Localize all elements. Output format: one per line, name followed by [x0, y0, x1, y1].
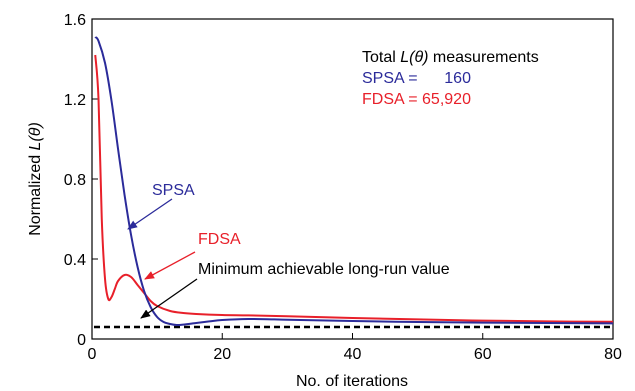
- x-axis-title: No. of iterations: [296, 373, 408, 390]
- x-tick-label: 0: [88, 346, 97, 363]
- reference-line-label: Minimum achievable long-run value: [198, 261, 450, 278]
- plot-area: [91, 18, 614, 340]
- measurements-header: Total L(θ) measurements: [362, 49, 539, 66]
- spsa-arrow: [127, 198, 173, 230]
- fdsa-measurement-count: FDSA = 65,920: [362, 91, 471, 108]
- series-line-spsa: [94, 36, 613, 327]
- x-axis: 0 20 40 60 80: [88, 333, 622, 363]
- spsa-measurement-count: SPSA = 160: [362, 70, 471, 87]
- x-tick-label: 20: [213, 346, 231, 363]
- y-tick-label: 0.8: [64, 172, 86, 189]
- y-tick-label: 0: [77, 332, 86, 349]
- fdsa-curve-label: FDSA: [198, 231, 241, 248]
- y-tick-label: 0.4: [64, 252, 86, 269]
- x-tick-label: 60: [474, 346, 492, 363]
- x-tick-label: 80: [604, 346, 622, 363]
- spsa-curve-label: SPSA: [152, 182, 195, 199]
- reference-arrow: [140, 278, 198, 319]
- y-tick-label: 1.6: [64, 12, 86, 29]
- y-axis: 0 0.4 0.8 1.2 1.6: [64, 12, 98, 349]
- y-axis-title: Normalized L(θ): [27, 122, 44, 236]
- y-tick-label: 1.2: [64, 92, 86, 109]
- series-line-fdsa: [94, 54, 613, 323]
- x-tick-label: 40: [344, 346, 362, 363]
- fdsa-arrow: [144, 251, 196, 280]
